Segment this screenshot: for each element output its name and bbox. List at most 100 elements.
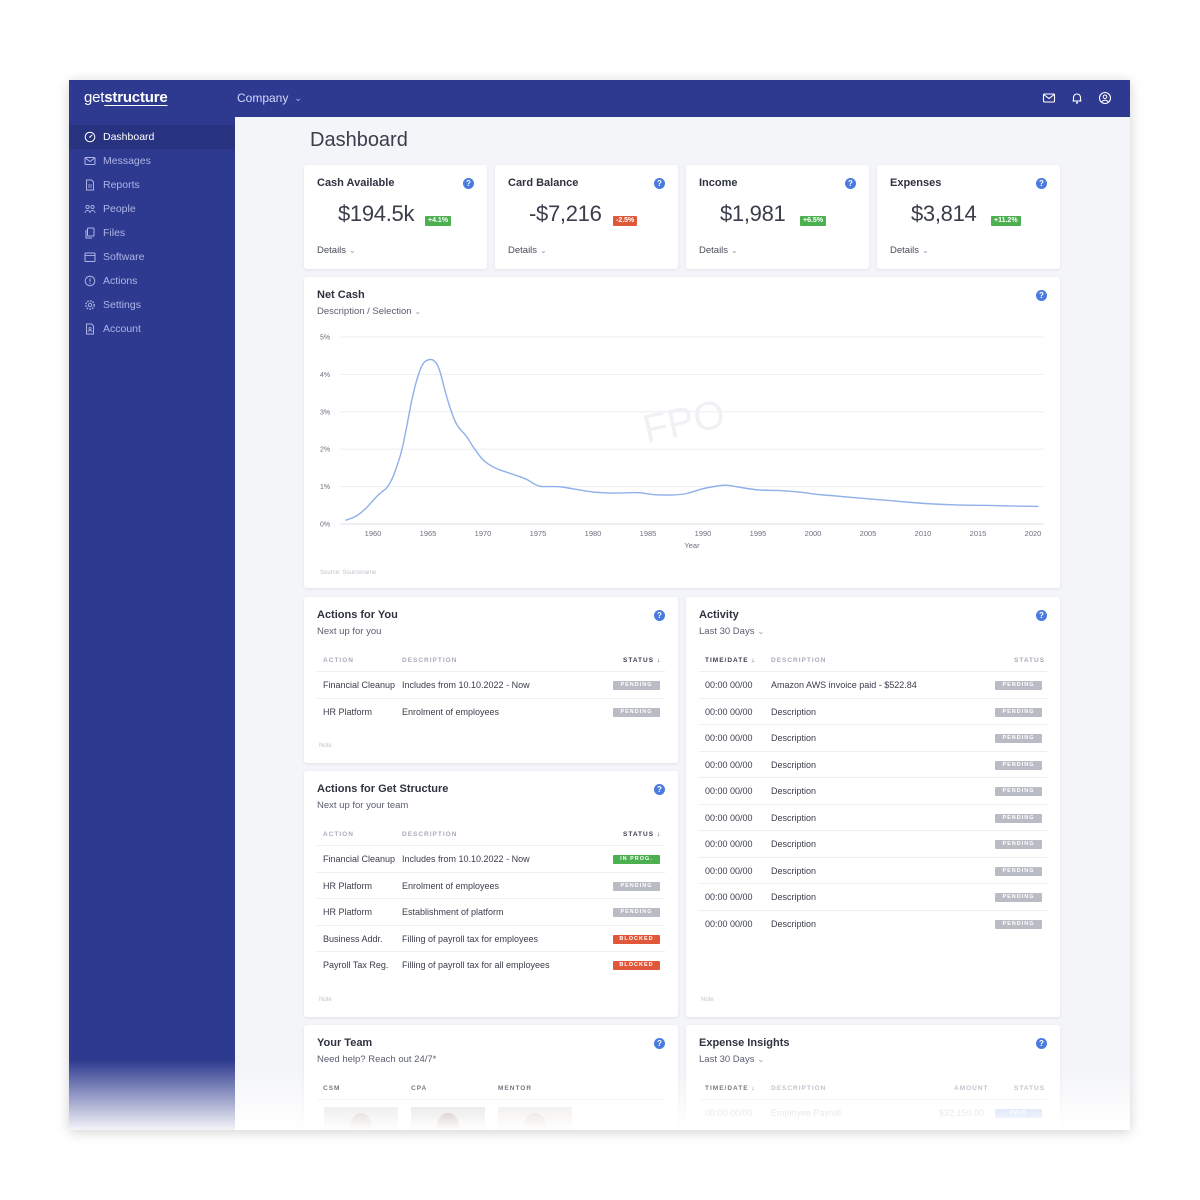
expense-period-selector[interactable]: Last 30 Days ⌄ [699,1054,764,1065]
table-row[interactable]: 00:00 00/00 Description PENDING [699,909,1047,936]
sidebar-item-actions[interactable]: Actions [69,269,235,293]
details-toggle[interactable]: Details ⌄ [699,245,738,256]
logo[interactable]: getstructure [84,89,168,106]
x-tick-label: 2010 [915,529,932,538]
sidebar-item-software[interactable]: Software [69,245,235,269]
table-row[interactable]: 00:00 00/00 Employee Payroll $32,150.00 … [699,1099,1047,1125]
card-note: Note [701,997,714,1003]
details-label: Details [317,245,347,256]
card-subtitle: Next up for your team [317,800,409,811]
sidebar-item-label: People [103,203,136,215]
help-icon[interactable]: ? [1036,178,1047,189]
x-tick-label: 1990 [695,529,712,538]
status-badge: PENDING [995,813,1042,823]
avatar-csm[interactable] [324,1107,398,1130]
net-cash-chart: 0% 1% 2% 3% 4% 5% 1960 1965 1970 1975 1980 1985 1990… [320,335,1044,576]
cell-action: HR Platform [323,907,373,917]
company-selector[interactable]: Company ⌄ [237,91,302,105]
table-row[interactable]: 00:00 00/00 Amazon AWS invoice paid - $52… [699,671,1047,697]
cell-description: Description [771,918,817,929]
table-row[interactable]: 00:00 00/00 Description PENDING [699,777,1047,803]
cell-description: Filling of payroll tax for employees [402,933,539,944]
chevron-down-icon: ⌄ [757,627,765,636]
avatar-head [350,1113,372,1130]
sidebar-item-label: Dashboard [103,131,155,143]
sidebar-item-account[interactable]: Account [69,317,235,341]
table-row[interactable]: 00:00 00/00 Description PENDING [699,830,1047,856]
avatar-mentor[interactable] [498,1107,572,1130]
table-row[interactable]: 00:00 00/00 Description PENDING [699,883,1047,909]
actions-for-gs-card: Actions for Get Structure Next up for yo… [304,771,678,1017]
table-row[interactable]: HR Platform Enrolment of employees PENDING [317,871,665,898]
chevron-down-icon: ⌄ [731,246,738,255]
sidebar-item-dashboard[interactable]: Dashboard [69,125,235,149]
card-subtitle: Next up for you [317,626,382,637]
top-bar: getstructure Company ⌄ [69,80,1130,117]
cell-description: Description [771,892,817,902]
table-row[interactable]: Payroll Tax Reg. Filling of payroll tax f… [317,951,665,977]
net-cash-selector[interactable]: Description / Selection ⌄ [317,306,421,317]
sidebar-item-settings[interactable]: Settings [69,293,235,317]
status-badge: PENDING [995,866,1042,876]
table-row[interactable]: 00:00 00/00 Description PENDING [699,856,1047,883]
cell-description: Description [771,759,817,770]
watermark: FPO [639,392,729,452]
table-row[interactable]: Financial Cleanup Includes from 10.10.202… [317,671,665,697]
table-row[interactable]: 00:00 00/00 Description PENDING [699,724,1047,750]
page-title: Dashboard [310,129,408,151]
sidebar: Dashboard Messages Reports People Files … [69,117,235,1130]
details-toggle[interactable]: Details ⌄ [317,245,356,256]
help-icon[interactable]: ? [654,1038,665,1049]
bell-icon[interactable] [1070,91,1084,105]
column-header-status[interactable]: STATUS ↓ [623,657,662,664]
table-row[interactable]: 00:00 00/00 Description PENDING [699,803,1047,830]
mail-icon[interactable] [1042,91,1056,105]
cell-description: Filling of payroll tax for all employees [402,960,550,970]
column-header-time[interactable]: TIME/DATE ↓ [705,657,756,664]
status-badge: PENDING [995,707,1042,717]
sidebar-item-label: Files [103,227,126,239]
table-row[interactable]: Financial Cleanup Includes from 10.10.202… [317,845,665,871]
help-icon[interactable]: ? [654,178,665,189]
cell-action: Payroll Tax Reg. [323,960,389,970]
table-row[interactable]: HR Platform Enrolment of employees PENDING [317,697,665,724]
details-toggle[interactable]: Details ⌄ [890,245,929,256]
table-row[interactable]: HR Platform Establishment of platform PEND… [317,898,665,924]
table-row[interactable]: 00:00 00/00 Description PENDING [699,697,1047,724]
y-tick-label: 5% [320,335,330,342]
kpi-card-cash-available: Cash Available ? $194.5k +4.1% Details ⌄ [304,165,487,269]
kpi-trend-badge: +4.1% [425,216,452,226]
column-header-description: DESCRIPTION [771,1085,827,1092]
activity-period-selector[interactable]: Last 30 Days ⌄ [699,626,764,637]
chevron-down-icon: ⌄ [414,307,422,316]
column-header-csm: CSM [323,1085,341,1092]
help-icon[interactable]: ? [463,178,474,189]
table-row[interactable]: Business Addr. Filling of payroll tax for… [317,924,665,951]
help-icon[interactable]: ? [654,784,665,795]
logo-part-structure: structure [104,89,168,106]
table-row[interactable]: 00:00 00/00 Description PENDING [699,750,1047,777]
cell-description: Amazon AWS invoice paid - $522.84 [771,680,917,690]
column-header-status[interactable]: STATUS ↓ [623,831,662,838]
sidebar-item-messages[interactable]: Messages [69,149,235,173]
help-icon[interactable]: ? [1036,1038,1047,1049]
column-header-action: ACTION [323,657,354,664]
column-header-time[interactable]: TIME/DATE ↓ [705,1085,756,1092]
help-icon[interactable]: ? [1036,610,1047,621]
avatar-cpa[interactable] [411,1107,485,1130]
help-icon[interactable]: ? [1036,290,1047,301]
help-icon[interactable]: ? [654,610,665,621]
files-icon [84,227,96,239]
sidebar-item-files[interactable]: Files [69,221,235,245]
details-toggle[interactable]: Details ⌄ [508,245,547,256]
status-badge: PENDING [613,681,660,690]
x-tick-label: 2000 [805,529,822,538]
x-tick-label: 1985 [640,529,657,538]
cell-amount: $32,150.00 [939,1108,985,1118]
sidebar-item-reports[interactable]: Reports [69,173,235,197]
kpi-title: Cash Available [317,177,395,189]
user-circle-icon[interactable] [1098,91,1112,105]
help-icon[interactable]: ? [845,178,856,189]
status-badge: PENDING [995,787,1042,796]
sidebar-item-people[interactable]: People [69,197,235,221]
